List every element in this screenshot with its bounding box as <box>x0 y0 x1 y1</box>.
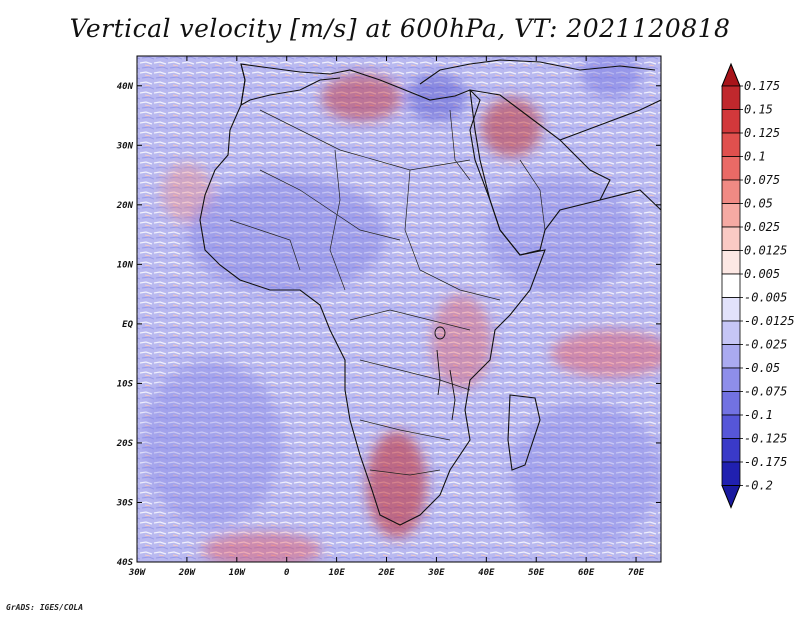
lat-tick-label: 30N <box>116 141 134 151</box>
colorbar-label: -0.025 <box>744 338 787 352</box>
field-anomaly-7 <box>186 175 387 295</box>
colorbar-label: 0.05 <box>744 197 773 211</box>
lon-tick-label: 30W <box>128 568 147 578</box>
colorbar-label: -0.125 <box>744 432 787 446</box>
colorbar-segment <box>721 414 741 439</box>
colorbar-segment <box>721 226 741 251</box>
field-anomaly-3 <box>551 329 661 378</box>
lon-tick-label: 40E <box>478 568 495 578</box>
plot-frame <box>136 55 662 563</box>
field-anomaly-8 <box>486 175 637 295</box>
lat-tick-label: 10S <box>117 379 134 389</box>
lat-tick-label: 40S <box>117 558 134 568</box>
colorbar-label: 0.005 <box>744 267 780 281</box>
colorbar-segment <box>721 320 741 345</box>
colorbar-label: -0.075 <box>744 385 787 399</box>
colorbar-label: 0.1 <box>744 150 766 164</box>
lat-tick-label: EQ <box>122 320 133 330</box>
colorbar-label: -0.1 <box>744 408 773 422</box>
colorbar-segment <box>721 344 741 369</box>
field-anomaly-1 <box>321 73 402 122</box>
field-anomaly-12 <box>581 56 642 98</box>
lat-tick-label: 20N <box>116 201 134 211</box>
lat-tick-label: 10N <box>117 260 134 270</box>
lakes <box>434 326 456 421</box>
field-anomaly-2 <box>481 97 542 158</box>
colorbar-label: 0.125 <box>744 126 780 140</box>
field-anomaly-4 <box>431 294 492 390</box>
coastlines <box>199 59 661 526</box>
colorbar-segment <box>721 461 741 486</box>
field-anomaly-10 <box>141 359 282 527</box>
field-anomaly-9 <box>511 401 661 545</box>
field-anomaly-6 <box>201 532 322 562</box>
colorbar-top-arrow <box>721 62 741 87</box>
colorbar-label: 0.0125 <box>744 244 787 258</box>
colorbar-segment <box>721 391 741 416</box>
country-borders <box>229 109 546 476</box>
lon-tick-label: 10E <box>328 568 345 578</box>
colorbar-label: -0.05 <box>744 361 780 375</box>
lon-tick-label: 70E <box>628 568 645 578</box>
colorbar-segment <box>721 250 741 275</box>
lon-tick-label: 60E <box>578 568 595 578</box>
colorbar-label: 0.15 <box>744 103 773 117</box>
colorbar: 0.175 0.15 0.125 0.1 0.075 0.05 0.025 0.0125 0.0… <box>721 62 795 509</box>
colorbar-bottom-arrow <box>721 485 741 509</box>
colorbar-segment <box>721 438 741 463</box>
lon-tick-label: 0 <box>284 568 290 578</box>
field-anomaly-0 <box>366 431 427 539</box>
colorbar-segment <box>721 85 741 110</box>
colorbar-segment <box>721 273 741 298</box>
colorbar-segment <box>721 179 741 204</box>
colorbar-label: 0.025 <box>744 220 780 234</box>
grads-credit: GrADS: IGES/COLA <box>6 603 84 612</box>
colorbar-segment <box>721 156 741 181</box>
colorbar-segment <box>721 109 741 134</box>
colorbar-label: -0.005 <box>744 291 787 305</box>
lon-tick-label: 10W <box>229 568 247 578</box>
colorbar-segment <box>721 367 741 392</box>
colorbar-segment <box>721 132 741 157</box>
lat-axis: 40N 30N 20N 10N EQ 10S 20S 30S 40S <box>116 82 661 568</box>
lon-axis: 30W 20W 10W 0 10E 20E 30E 40E 50E 60E 70E <box>128 56 645 578</box>
field-anomaly-11 <box>406 73 467 122</box>
colorbar-label: 0.075 <box>744 173 780 187</box>
plot-area: 30W 20W 10W 0 10E 20E 30E 40E 50E 60E 70E 40N 30N 20… <box>116 55 662 578</box>
lat-tick-label: 20S <box>116 439 134 449</box>
lon-tick-label: 30E <box>427 568 445 578</box>
colorbar-label: -0.2 <box>744 479 773 493</box>
lon-tick-label: 50E <box>528 568 545 578</box>
colorbar-label: 0.175 <box>744 79 780 93</box>
colorbar-label: -0.175 <box>744 455 787 469</box>
chart-title: Vertical velocity [m/s] at 600hPa, VT: 2… <box>69 14 731 43</box>
lon-tick-label: 20W <box>178 568 197 578</box>
lon-tick-label: 20E <box>377 568 395 578</box>
lat-tick-label: 30S <box>116 498 134 508</box>
colorbar-label: -0.0125 <box>744 314 795 328</box>
lat-tick-label: 40N <box>117 82 134 92</box>
colorbar-segment <box>721 297 741 322</box>
colorbar-segment <box>721 203 741 228</box>
